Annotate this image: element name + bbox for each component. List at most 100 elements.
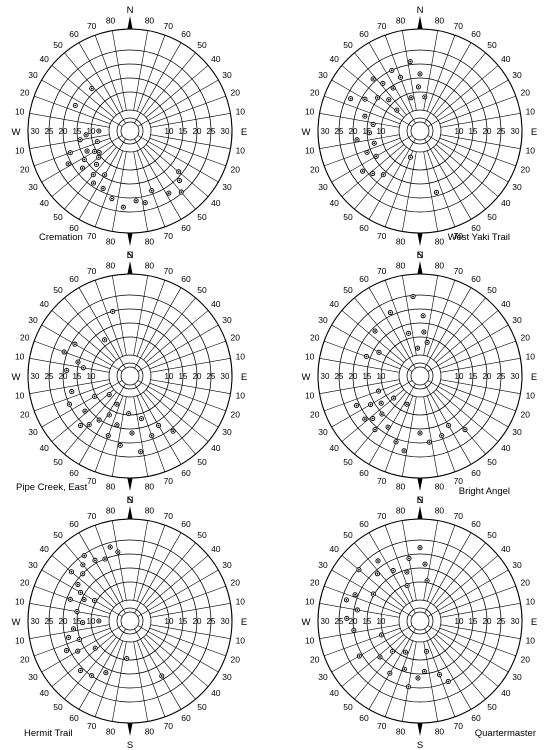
stereonet-spoke (134, 383, 141, 395)
stereonet-spoke (424, 357, 431, 369)
data-point-center (93, 395, 96, 398)
radius-tick-label: 25 (335, 617, 344, 626)
radius-tick-label: 25 (45, 372, 54, 381)
data-point-center (167, 192, 170, 195)
stereonet-spoke (94, 280, 124, 357)
data-point-center (90, 674, 93, 677)
bearing-tick-label: 20 (231, 164, 241, 174)
stereonet-spoke (439, 137, 516, 167)
data-point-center (81, 167, 84, 170)
bearing-tick-label: 80 (396, 16, 406, 26)
stereonet-ring (116, 607, 144, 635)
bearing-tick-label: 50 (197, 285, 207, 295)
stereonet-spoke (438, 386, 509, 428)
data-point-center (150, 189, 153, 192)
bearing-tick-label: 30 (28, 560, 38, 570)
data-point-center (84, 410, 86, 413)
stereonet-spoke (341, 634, 405, 687)
stereonet-spoke (137, 135, 149, 142)
bearing-tick-label: 40 (39, 198, 49, 208)
bearing-tick-label: 80 (435, 236, 445, 246)
stereonet-spoke (354, 391, 407, 455)
bearing-tick-label: 20 (521, 164, 531, 174)
data-point-center (98, 151, 101, 154)
north-arrow (127, 506, 133, 519)
east-label: E (531, 372, 537, 383)
data-point-center (131, 432, 133, 434)
bearing-tick-label: 50 (343, 285, 353, 295)
west-label: W (302, 617, 311, 628)
stereonet-spoke (29, 624, 110, 640)
stereonet-spoke (427, 380, 439, 387)
stereonet-ring (366, 322, 474, 430)
radius-tick-label: 20 (483, 127, 492, 136)
radius-tick-label: 25 (207, 127, 216, 136)
data-point-center (98, 419, 101, 422)
bearing-tick-label: 40 (329, 688, 339, 698)
stereonet-spoke (150, 134, 231, 150)
radius-tick-label: 15 (179, 617, 188, 626)
stereonet-spoke (133, 30, 149, 111)
bearing-tick-label: 50 (53, 530, 63, 540)
stereonet-spoke (440, 379, 521, 395)
stereonet-spoke (433, 146, 486, 210)
stereonet-spoke (384, 35, 414, 112)
data-point-center (417, 86, 420, 88)
bearing-tick-label: 70 (87, 266, 97, 276)
data-point-center (157, 424, 160, 427)
east-label: E (531, 127, 537, 138)
stereonet-ring (62, 553, 198, 689)
bearing-tick-label: 40 (329, 443, 339, 453)
stereonet-spoke (331, 569, 402, 611)
bearing-tick-label: 70 (164, 266, 174, 276)
stereonet-spoke (424, 138, 431, 150)
bearing-tick-label: 50 (487, 457, 497, 467)
east-label: E (241, 617, 247, 628)
bearing-tick-label: 80 (106, 506, 116, 516)
stereonet-spoke (29, 379, 110, 395)
radius-tick-label: 10 (377, 617, 386, 626)
stereonet-spoke (143, 542, 196, 606)
stereonet-spoke (401, 135, 413, 142)
bearing-tick-label: 40 (501, 544, 511, 554)
stereonet-spoke (145, 310, 209, 363)
bearing-tick-label: 50 (53, 285, 63, 295)
data-point-center (107, 434, 110, 437)
bearing-tick-label: 60 (181, 468, 191, 478)
data-point-center (391, 650, 394, 653)
radius-tick-label: 15 (179, 127, 188, 136)
bearing-tick-label: 80 (106, 236, 116, 246)
stereonet-spoke (111, 275, 127, 356)
radius-tick-label: 15 (469, 127, 478, 136)
data-point-center (78, 638, 81, 641)
data-point-center (380, 402, 383, 405)
stereonet-ring (48, 294, 212, 458)
data-point-center (172, 430, 175, 433)
stereonet-ring (398, 109, 442, 153)
radius-tick-label: 10 (377, 127, 386, 136)
data-point-center (85, 133, 87, 136)
stereonet-spoke (148, 631, 219, 673)
stereonet-spoke (94, 640, 124, 717)
data-point-center (108, 414, 111, 416)
bearing-tick-label: 60 (471, 274, 481, 284)
radius-tick-label: 10 (87, 617, 96, 626)
radius-tick-label: 30 (511, 372, 520, 381)
bearing-tick-label: 20 (310, 333, 320, 343)
bearing-tick-label: 70 (454, 721, 464, 731)
bearing-tick-label: 10 (305, 107, 315, 117)
stereonet-spoke (430, 287, 472, 358)
stereonet-spoke (133, 396, 149, 477)
panel-title: West Yaki Trail (448, 232, 510, 243)
bearing-tick-label: 50 (487, 40, 497, 50)
stereonet-ring (338, 294, 502, 458)
bearing-tick-label: 20 (20, 333, 30, 343)
stereonet-ring (120, 366, 140, 386)
radius-tick-label: 20 (193, 372, 202, 381)
stereonet-spoke (148, 141, 219, 183)
data-point-center (160, 675, 163, 677)
data-point-center (358, 568, 360, 571)
radius-tick-label: 20 (59, 617, 68, 626)
stereonet-spoke (111, 365, 123, 372)
